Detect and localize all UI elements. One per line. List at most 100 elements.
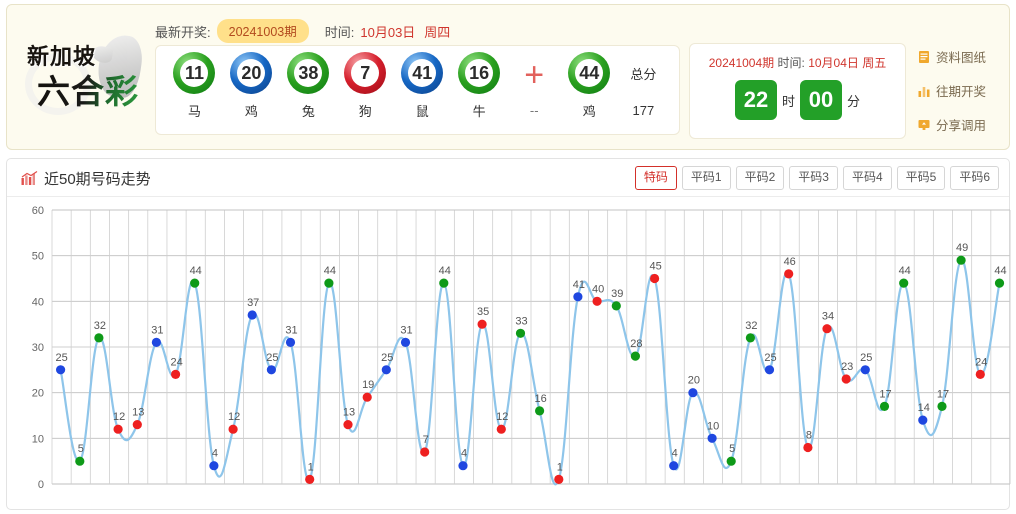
data-label-26: 16 — [534, 393, 546, 405]
data-point-27[interactable] — [554, 474, 564, 484]
countdown-clock: 22 时 00 分 — [690, 80, 905, 120]
data-point-9[interactable] — [209, 461, 219, 471]
ball-2-value: 20 — [241, 62, 262, 83]
tab-flat-code-4[interactable]: 平码4 — [842, 166, 892, 190]
ball-3-zodiac: 兔 — [301, 104, 315, 119]
link-share-api-label: 分享调用 — [936, 119, 987, 133]
data-point-14[interactable] — [305, 474, 315, 484]
chart-header: 近50期号码走势 特码 平码1 平码2 平码3 平码4 平码5 平码6 — [7, 159, 1009, 197]
data-point-50[interactable] — [994, 278, 1005, 288]
data-point-40[interactable] — [803, 442, 813, 453]
data-label-24: 12 — [496, 411, 508, 423]
data-label-42: 23 — [841, 361, 853, 373]
data-point-10[interactable] — [228, 424, 238, 434]
special-ball: 44 鸡 — [565, 52, 614, 120]
data-point-35[interactable] — [707, 433, 717, 443]
data-point-21[interactable] — [439, 278, 449, 288]
data-point-6[interactable] — [151, 337, 161, 347]
special-ball-number: 44 — [568, 52, 611, 94]
data-label-14: 1 — [308, 461, 314, 473]
data-label-41: 34 — [822, 311, 834, 323]
data-point-2[interactable] — [75, 456, 85, 466]
data-point-3[interactable] — [94, 333, 104, 343]
data-label-23: 35 — [477, 306, 489, 318]
data-point-29[interactable] — [592, 296, 602, 306]
data-point-43[interactable] — [860, 365, 870, 375]
draw-ball-2: 20 鸡 — [227, 52, 276, 120]
data-point-26[interactable] — [535, 406, 545, 416]
y-axis-tick-20: 20 — [32, 388, 44, 400]
data-label-19: 31 — [400, 324, 412, 336]
logo-ring-decor — [25, 53, 91, 115]
data-point-4[interactable] — [113, 424, 123, 434]
data-point-19[interactable] — [400, 337, 411, 347]
data-point-36[interactable] — [726, 456, 736, 466]
chart-title: 近50期号码走势 — [21, 168, 151, 189]
link-data-charts[interactable]: 资料图纸 — [917, 47, 1011, 66]
draw-date: 10月03日 — [360, 24, 416, 40]
draw-time-label: 时间: — [324, 24, 355, 40]
next-draw-meta: 20241004期 时间: 10月04日 周五 — [690, 54, 905, 71]
data-point-30[interactable] — [611, 301, 621, 311]
data-point-5[interactable] — [132, 420, 142, 430]
data-point-11[interactable] — [247, 310, 257, 320]
data-point-22[interactable] — [458, 461, 468, 471]
tab-flat-code-3[interactable]: 平码3 — [789, 166, 838, 190]
data-point-12[interactable] — [266, 365, 276, 375]
data-point-47[interactable] — [937, 401, 947, 411]
data-point-49[interactable] — [975, 369, 985, 379]
ball-6-value: 16 — [469, 62, 490, 83]
countdown-minutes: 00 — [800, 80, 842, 120]
data-point-7[interactable] — [171, 369, 181, 379]
data-label-45: 44 — [899, 265, 911, 277]
draw-ball-5: 41 鼠 — [398, 52, 447, 120]
tab-flat-code-1[interactable]: 平码1 — [681, 166, 731, 190]
data-point-1[interactable] — [56, 365, 66, 375]
data-point-23[interactable] — [477, 319, 487, 329]
data-point-42[interactable] — [841, 374, 851, 384]
ball-1-value: 11 — [184, 62, 204, 83]
countdown-hours-unit: 时 — [781, 93, 795, 109]
data-point-8[interactable] — [190, 278, 200, 288]
next-draw-date: 10月04日 — [808, 56, 859, 70]
data-point-17[interactable] — [362, 392, 372, 402]
data-point-41[interactable] — [822, 324, 832, 334]
y-axis-tick-10: 10 — [32, 433, 44, 445]
data-label-4: 12 — [113, 411, 125, 423]
y-axis-tick-60: 60 — [32, 205, 44, 217]
data-point-34[interactable] — [688, 388, 698, 398]
next-draw-weekday: 周五 — [862, 56, 887, 70]
data-point-44[interactable] — [879, 401, 890, 411]
data-point-15[interactable] — [324, 278, 334, 288]
data-point-39[interactable] — [784, 269, 794, 279]
data-label-3: 32 — [94, 320, 106, 332]
tab-special-code[interactable]: 特码 — [634, 166, 677, 190]
tab-flat-code-6[interactable]: 平码6 — [950, 166, 999, 190]
data-point-13[interactable] — [285, 337, 296, 347]
data-point-46[interactable] — [918, 415, 928, 425]
data-point-38[interactable] — [764, 365, 775, 375]
data-point-33[interactable] — [669, 461, 679, 471]
y-axis-tick-30: 30 — [32, 342, 44, 354]
ball-number-2: 20 — [230, 52, 273, 94]
data-point-28[interactable] — [573, 292, 583, 302]
data-point-32[interactable] — [650, 273, 660, 284]
link-past-draws[interactable]: 往期开奖 — [917, 81, 1011, 100]
data-point-31[interactable] — [630, 351, 641, 361]
data-point-48[interactable] — [956, 255, 966, 265]
data-point-16[interactable] — [343, 420, 353, 430]
tab-flat-code-2[interactable]: 平码2 — [735, 166, 785, 190]
data-point-37[interactable] — [745, 333, 756, 343]
tab-flat-code-5[interactable]: 平码5 — [896, 166, 946, 190]
data-point-20[interactable] — [420, 447, 430, 457]
data-point-18[interactable] — [381, 365, 391, 375]
link-share-api[interactable]: 分享调用 — [917, 115, 1011, 134]
data-label-44: 17 — [879, 388, 891, 400]
draw-result-card: 11 马 20 鸡 38 兔 7 狗 41 鼠 16 牛 — [155, 45, 680, 135]
data-point-45[interactable] — [899, 278, 909, 288]
draw-ball-3: 38 兔 — [284, 52, 333, 120]
total-score: 总分 177 — [622, 54, 665, 118]
data-point-24[interactable] — [496, 424, 506, 434]
data-point-25[interactable] — [515, 328, 526, 338]
brand-line2: 六合彩 — [37, 65, 139, 113]
